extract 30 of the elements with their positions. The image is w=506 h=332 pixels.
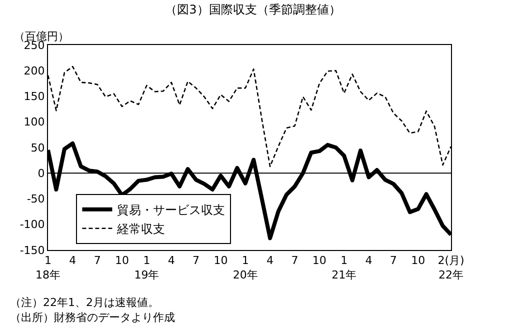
y-tick-label: -50 bbox=[26, 192, 45, 206]
legend-label: 貿易・サービス収支 bbox=[117, 203, 226, 218]
x-tick-label: 2(月) 22年 bbox=[438, 254, 464, 282]
text: （出所）財務省のデータより作成 bbox=[10, 311, 175, 324]
x-tick-label: 7 bbox=[390, 254, 397, 268]
x-tick-label: 10 bbox=[115, 254, 130, 268]
x-tick-label: 4 bbox=[266, 254, 274, 268]
text: （注）22年1、2月は速報値。 bbox=[10, 296, 159, 309]
x-tick-label: 1 18年 bbox=[36, 254, 60, 282]
y-tick-label: 200 bbox=[24, 64, 45, 78]
x-tick-label: 1 19年 bbox=[134, 254, 160, 282]
y-tick-label: 100 bbox=[24, 116, 45, 129]
x-tick-label: 7 bbox=[291, 254, 298, 268]
y-tick-label: -100 bbox=[20, 218, 45, 232]
x-tick-label: 10 bbox=[411, 254, 426, 268]
x-tick-label: 4 bbox=[168, 254, 175, 268]
x-tick-label: 4 bbox=[69, 254, 76, 268]
y-tick-label: 50 bbox=[30, 141, 45, 154]
x-tick-label: 10 bbox=[214, 254, 228, 268]
y-tick-label: 150 bbox=[24, 90, 45, 104]
x-tick-label: 10 bbox=[312, 254, 326, 268]
x-tick-label: 7 bbox=[192, 254, 200, 268]
x-tick-label: 7 bbox=[94, 254, 101, 268]
chart-title: （図3）国際収支（季節調整値） bbox=[165, 2, 341, 16]
y-tick-label: -150 bbox=[20, 244, 45, 257]
y-tick-label: 0 bbox=[38, 166, 45, 180]
x-tick-label: 4 bbox=[365, 254, 372, 268]
x-tick-label: 1 21年 bbox=[332, 254, 357, 282]
x-tick-label: 1 20年 bbox=[232, 254, 258, 282]
legend-label: 経常収支 bbox=[116, 222, 166, 236]
